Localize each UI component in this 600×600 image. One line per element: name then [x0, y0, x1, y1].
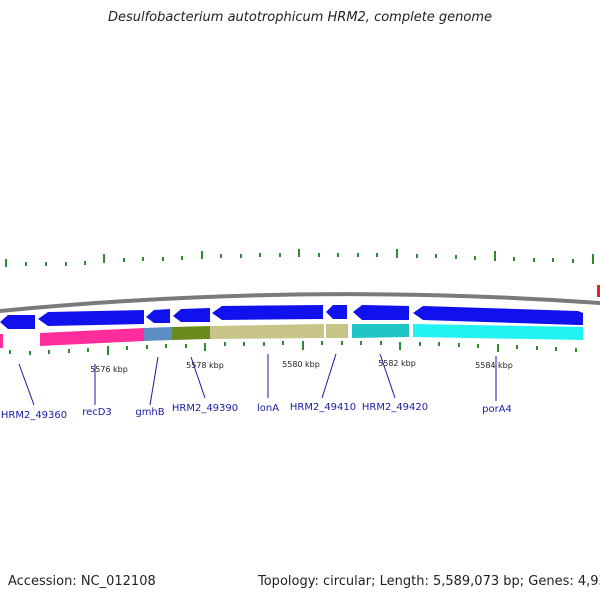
band-gmhb	[144, 327, 172, 341]
band-recd3	[40, 328, 144, 346]
scale-label: 5576 kbp	[90, 365, 128, 374]
gene-label-pora4[interactable]: porA4	[482, 404, 512, 415]
scale-label: 5578 kbp	[186, 361, 224, 370]
cds-arrow-hrm2-49420	[353, 305, 409, 320]
top-scale-ticks	[5, 249, 594, 267]
gene-label-recd3[interactable]: recD3	[82, 407, 112, 418]
label-leaders	[18, 353, 497, 406]
genome-backbone	[0, 292, 600, 313]
scale-label: 5584 kbp	[475, 361, 513, 370]
gene-label-lona[interactable]: lonA	[257, 403, 279, 414]
cds-arrow-pora4	[413, 306, 583, 325]
genome-summary-text: Topology: circular; Length: 5,589,073 bp…	[258, 574, 600, 589]
band-pink	[0, 334, 3, 348]
gene-label-hrm2-49360[interactable]: HRM2_49360	[1, 410, 67, 421]
cds-arrow-hrm2-49410	[326, 305, 347, 319]
scale-label: 5580 kbp	[282, 360, 320, 369]
scale-label: 5582 kbp	[378, 359, 416, 368]
band-hrm2-49390	[172, 326, 210, 340]
accession-text: Accession: NC_012108	[8, 574, 156, 589]
cds-arrow-hrm2-49360	[0, 315, 35, 329]
cds-arrow-hrm2-49390	[173, 308, 210, 322]
band-pora4	[413, 324, 583, 340]
gene-label-hrm2-49420[interactable]: HRM2_49420	[362, 402, 428, 413]
cds-arrow-recd3	[38, 310, 144, 326]
cds-arrows	[0, 305, 583, 329]
map-title: Desulfobacterium autotrophicum HRM2, com…	[107, 10, 493, 25]
gene-label-gmhb[interactable]: gmhB	[135, 407, 164, 418]
feature-marker	[597, 285, 600, 297]
band-lona	[210, 324, 324, 339]
gene-label-hrm2-49410[interactable]: HRM2_49410	[290, 402, 356, 413]
feature-bands	[0, 324, 583, 348]
gene-label-hrm2-49390[interactable]: HRM2_49390	[172, 403, 238, 414]
bottom-scale-ticks	[9, 341, 577, 355]
band-hrm2-49410	[326, 324, 348, 338]
cds-arrow-gmhb	[146, 309, 170, 323]
band-hrm2-49420	[352, 324, 409, 338]
cds-arrow-lona	[212, 305, 323, 320]
